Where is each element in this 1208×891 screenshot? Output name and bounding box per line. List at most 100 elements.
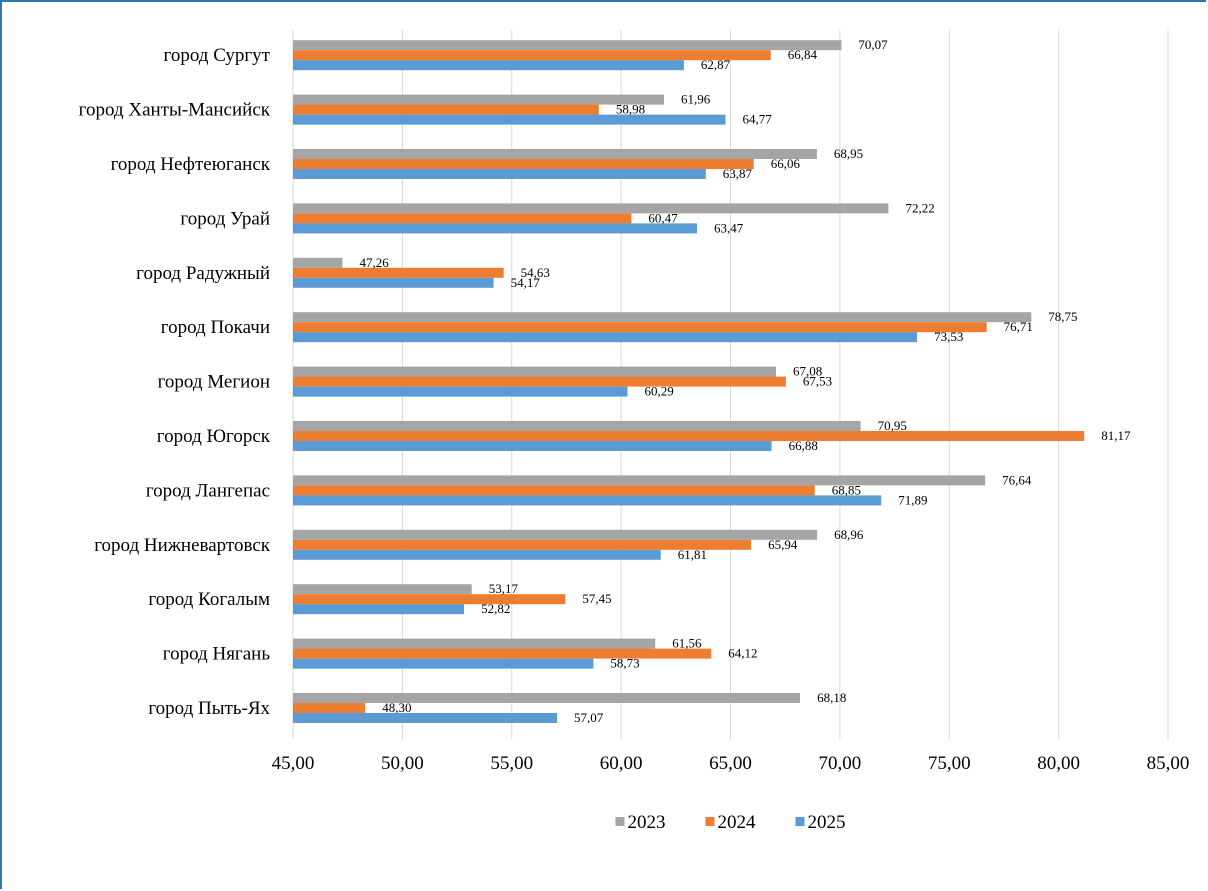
category-label: город Лангепас [146, 480, 270, 501]
x-tick-label: 60,00 [600, 753, 643, 774]
legend-swatch-2024 [705, 817, 715, 826]
data-label: 65,94 [768, 537, 798, 552]
bar-2023 [293, 475, 986, 486]
legend-label: 2025 [808, 812, 846, 833]
category-labels: город Сургут город Ханты-Мансийск город Не… [79, 45, 271, 719]
bar-2025 [293, 169, 706, 179]
data-label: 57,45 [582, 591, 611, 606]
category-label: город Ханты-Мансийск [79, 100, 271, 121]
data-label: 72,22 [905, 200, 934, 215]
bar-2025 [293, 495, 882, 506]
x-tick-label: 65,00 [709, 753, 752, 774]
category-label: город Урай [180, 208, 270, 229]
bar-2024 [293, 648, 712, 659]
data-label: 68,18 [817, 690, 846, 705]
category-label: город Радужный [136, 263, 270, 284]
data-label: 58,73 [610, 656, 639, 671]
bar-2023 [293, 421, 861, 431]
data-label: 67,08 [793, 364, 822, 379]
category-label: город Югорск [157, 426, 271, 447]
bar-2023 [293, 312, 1032, 323]
data-label: 61,56 [672, 636, 702, 651]
bar-2024 [293, 159, 754, 169]
category-label: город Мегион [158, 372, 270, 393]
x-tick-label: 45,00 [272, 753, 315, 774]
bar-2023 [293, 94, 664, 105]
data-label: 57,07 [574, 710, 604, 725]
legend-label: 2024 [718, 812, 757, 833]
bar-2024 [293, 267, 504, 278]
bar-2025 [293, 60, 684, 71]
data-label: 61,96 [681, 92, 711, 107]
bar-2023 [293, 529, 818, 540]
bar-2025 [293, 277, 494, 288]
bar-2025 [293, 549, 661, 560]
data-label: 68,95 [834, 146, 863, 161]
data-label: 68,85 [832, 482, 861, 497]
category-label: город Пыть-Ях [148, 698, 270, 719]
bar-2023 [293, 203, 889, 214]
data-label: 61,81 [678, 547, 707, 562]
data-label: 66,06 [771, 156, 801, 171]
bar-2025 [293, 114, 726, 125]
bar-2023 [293, 584, 472, 595]
category-label: город Нижневартовск [94, 535, 271, 556]
data-labels: 70,07 66,84 62,87 61,96 58,98 64,77 68,95 66,06… [359, 37, 1131, 725]
bar-2024 [293, 594, 566, 605]
data-label: 81,17 [1101, 428, 1131, 443]
data-label: 76,71 [1004, 319, 1033, 334]
data-label: 76,64 [1002, 472, 1032, 487]
data-label: 71,89 [898, 492, 927, 507]
bar-2024 [293, 376, 786, 387]
category-label: город Нефтеюганск [111, 154, 271, 175]
data-label: 64,77 [742, 112, 772, 127]
x-axis-tick-labels: 45,00 50,00 55,00 60,00 65,00 70,00 75,00 80,00… [272, 753, 1190, 774]
bar-2023 [293, 149, 817, 159]
data-label: 68,96 [834, 527, 864, 542]
data-label: 63,47 [714, 220, 744, 235]
bar-2024 [293, 539, 752, 550]
bar-2025 [293, 658, 594, 669]
bar-2024 [293, 703, 366, 713]
legend-label: 2023 [628, 812, 666, 833]
bar-2024 [293, 104, 599, 115]
data-label: 63,87 [723, 166, 753, 181]
bar-2025 [293, 332, 918, 343]
data-label: 66,88 [789, 438, 818, 453]
bars [293, 40, 1085, 723]
bar-2025 [293, 713, 558, 723]
data-label: 60,29 [644, 384, 673, 399]
data-label: 52,82 [481, 601, 510, 616]
data-label: 54,63 [521, 265, 550, 280]
data-label: 78,75 [1048, 309, 1077, 324]
data-label: 53,17 [489, 581, 519, 596]
bar-2023 [293, 638, 656, 649]
data-label: 60,47 [648, 210, 678, 225]
bar-2024 [293, 431, 1085, 441]
bar-2023 [293, 693, 801, 703]
data-label: 64,12 [728, 646, 757, 661]
x-tick-label: 70,00 [819, 753, 862, 774]
bar-2023 [293, 257, 343, 268]
x-tick-label: 75,00 [928, 753, 971, 774]
x-tick-label: 55,00 [490, 753, 533, 774]
x-tick-label: 85,00 [1147, 753, 1190, 774]
x-tick-label: 50,00 [381, 753, 424, 774]
bar-2023 [293, 366, 776, 377]
bar-2023 [293, 40, 842, 51]
data-label: 66,84 [788, 47, 818, 62]
bar-2024 [293, 322, 987, 333]
legend: 2023 2024 2025 [615, 812, 846, 833]
data-label: 73,53 [934, 329, 963, 344]
category-label: город Сургут [164, 45, 271, 66]
legend-swatch-2023 [615, 817, 625, 826]
data-label: 62,87 [701, 57, 731, 72]
bar-2025 [293, 223, 698, 234]
data-label: 70,07 [858, 37, 888, 52]
bar-2025 [293, 604, 465, 615]
data-label: 54,17 [511, 275, 541, 290]
data-label: 47,26 [359, 255, 389, 270]
bar-2025 [293, 441, 772, 451]
data-label: 70,95 [878, 418, 907, 433]
